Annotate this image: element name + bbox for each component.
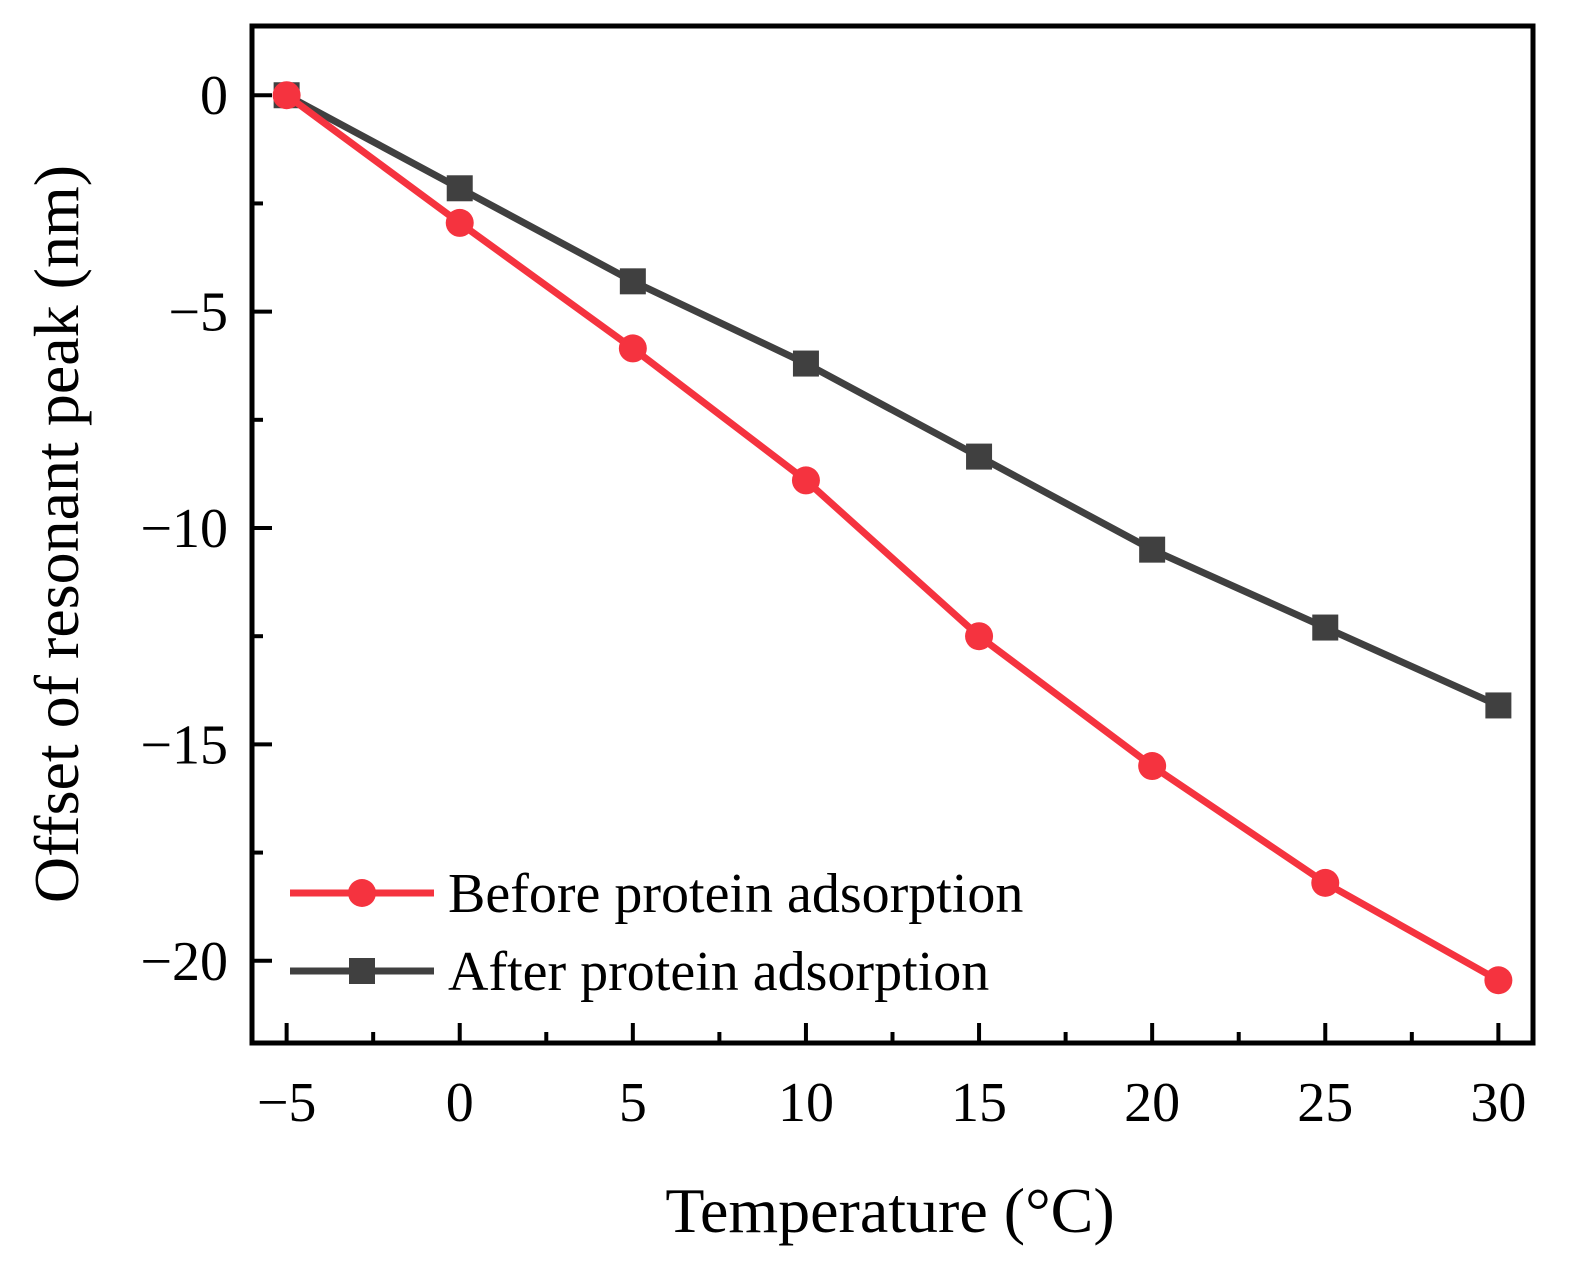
data-point-square [966, 443, 993, 470]
x-tick-label: 0 [446, 1072, 474, 1134]
x-tick-label: 15 [951, 1072, 1007, 1134]
x-axis-label: Temperature (°C) [665, 1175, 1114, 1246]
legend-item: Before protein adsorption [290, 863, 1023, 925]
data-point-circle [1311, 868, 1340, 897]
y-tick-label: −5 [168, 282, 228, 344]
data-point-circle [1484, 966, 1513, 995]
data-point-square [1485, 692, 1512, 719]
data-point-square [792, 350, 819, 377]
x-tick-label: 30 [1470, 1072, 1526, 1134]
data-point-circle [272, 81, 301, 110]
x-tick-label: 25 [1297, 1072, 1353, 1134]
data-point-square [1312, 614, 1339, 641]
data-point-square [446, 175, 473, 202]
y-axis-ticks: 0 −5 −10 −15 −20 [140, 65, 272, 993]
series-before [272, 81, 1513, 995]
data-point-circle [965, 622, 994, 651]
y-tick-label: −20 [140, 931, 228, 993]
legend-item: After protein adsorption [290, 941, 989, 1003]
data-point-square [1139, 536, 1166, 563]
x-tick-label: 5 [619, 1072, 647, 1134]
series-line [284, 92, 1500, 709]
legend-marker-circle [348, 879, 376, 907]
x-tick-label: 20 [1124, 1072, 1180, 1134]
x-axis-ticks: −5 0 5 10 15 20 25 30 [257, 1023, 1526, 1134]
legend-label: After protein adsorption [448, 941, 989, 1003]
y-tick-label: 0 [200, 65, 228, 127]
data-point-square [619, 268, 646, 295]
data-point-circle [618, 334, 647, 363]
series-line [284, 92, 1501, 984]
series-layer [272, 81, 1513, 995]
data-point-circle [1138, 752, 1167, 781]
legend: Before protein adsorption After protein a… [290, 863, 1023, 1003]
y-tick-label: −10 [140, 498, 228, 560]
x-tick-label: −5 [257, 1072, 317, 1134]
series-after [273, 82, 1512, 719]
data-point-circle [791, 466, 820, 495]
y-axis-label: Offset of resonant peak (nm) [21, 165, 92, 903]
data-point-circle [445, 208, 474, 237]
legend-label: Before protein adsorption [448, 863, 1023, 925]
y-tick-label: −15 [140, 714, 228, 776]
x-tick-label: 10 [778, 1072, 834, 1134]
legend-marker-square [349, 958, 375, 984]
